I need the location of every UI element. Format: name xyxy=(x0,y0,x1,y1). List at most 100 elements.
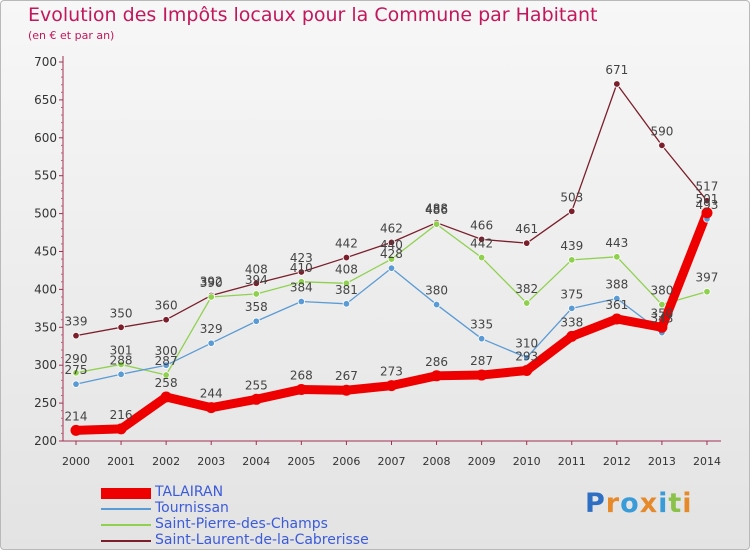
series-point xyxy=(342,253,351,262)
chart-data-labels: 339 350 360 392 408 423 442 462 488 466 461 503 671 5… xyxy=(65,63,719,423)
chart-subtitle: (en € et par an) xyxy=(28,29,115,42)
series-point xyxy=(297,297,306,306)
series-point xyxy=(72,331,80,340)
y-tick-label: 450 xyxy=(34,245,57,259)
data-label: 358 xyxy=(245,300,268,314)
data-label: 380 xyxy=(650,284,673,298)
legend-swatch xyxy=(101,508,151,510)
series-point xyxy=(568,256,576,264)
data-label: 493 xyxy=(696,198,719,212)
data-label: 360 xyxy=(155,299,178,313)
series-point xyxy=(162,361,170,369)
x-tick-label: 2003 xyxy=(197,455,225,468)
data-label: 350 xyxy=(110,306,133,320)
data-label: 397 xyxy=(696,271,719,285)
series-point xyxy=(703,197,711,205)
series-point xyxy=(477,235,486,244)
series-point xyxy=(477,334,486,343)
data-label: 590 xyxy=(650,124,673,138)
data-label: 214 xyxy=(65,409,88,423)
data-label: 310 xyxy=(515,337,538,351)
series-point xyxy=(568,304,576,313)
series-point xyxy=(658,141,666,150)
data-label: 388 xyxy=(605,277,628,291)
legend-label: Tournissan xyxy=(155,500,229,516)
data-label: 255 xyxy=(245,378,268,392)
series-point xyxy=(611,313,623,325)
data-label: 488 xyxy=(425,202,448,216)
series-point xyxy=(160,391,172,403)
y-tick-label: 350 xyxy=(34,320,57,334)
data-label: 267 xyxy=(335,369,358,383)
x-tick-label: 2002 xyxy=(152,455,180,468)
y-tick-label: 650 xyxy=(34,93,57,107)
logo-letter: t xyxy=(668,488,683,519)
data-label: 503 xyxy=(560,190,583,204)
legend-swatch xyxy=(101,540,151,542)
data-label: 428 xyxy=(380,247,403,261)
series-point xyxy=(207,293,215,301)
data-label: 390 xyxy=(200,276,223,290)
data-label: 423 xyxy=(290,251,313,265)
proxiti-logo: Proxiti xyxy=(585,488,693,519)
series-point xyxy=(252,279,260,288)
data-label: 275 xyxy=(65,363,88,377)
data-label: 382 xyxy=(515,282,538,296)
data-label: 343 xyxy=(650,312,673,326)
series-point xyxy=(340,384,352,396)
series-point xyxy=(523,299,531,307)
series-point xyxy=(387,264,396,272)
series-point xyxy=(613,80,621,88)
logo-letter: P xyxy=(585,488,606,519)
data-label: 408 xyxy=(245,262,268,276)
data-label: 394 xyxy=(245,273,268,287)
legend-label: TALAIRAN xyxy=(155,484,224,500)
data-label: 408 xyxy=(335,262,358,276)
x-tick-label: 2014 xyxy=(693,455,721,468)
data-label: 287 xyxy=(470,354,493,368)
data-label: 301 xyxy=(110,343,133,357)
series-point xyxy=(252,317,260,325)
x-tick-label: 2006 xyxy=(332,455,360,468)
series-point xyxy=(250,393,262,405)
y-tick-label: 250 xyxy=(34,396,57,410)
series-point xyxy=(252,290,260,298)
data-label: 384 xyxy=(290,281,313,295)
data-label: 439 xyxy=(560,239,583,253)
data-label: 462 xyxy=(380,221,403,235)
series-point xyxy=(297,268,306,276)
logo-letter: x xyxy=(639,488,659,519)
y-tick-label: 200 xyxy=(34,434,57,448)
series-point xyxy=(297,278,306,286)
legend-swatch xyxy=(101,487,151,499)
series-point xyxy=(117,360,125,369)
series-point xyxy=(162,371,170,379)
x-tick-label: 2004 xyxy=(242,455,270,468)
series-point xyxy=(566,330,578,342)
series-point xyxy=(342,279,351,288)
x-tick-label: 2009 xyxy=(468,455,496,468)
y-tick-label: 700 xyxy=(34,55,57,69)
series-point xyxy=(656,321,668,333)
data-label: 380 xyxy=(425,284,448,298)
x-tick-label: 2008 xyxy=(423,455,451,468)
x-tick-label: 2001 xyxy=(107,455,135,468)
series-point xyxy=(387,238,396,247)
data-label: 361 xyxy=(605,298,628,312)
logo-letter: i xyxy=(658,488,669,519)
data-label: 486 xyxy=(425,203,448,217)
series-point xyxy=(658,300,666,309)
logo-letter: r xyxy=(605,488,621,519)
data-label: 286 xyxy=(425,355,448,369)
data-label: 375 xyxy=(560,287,583,301)
series-point xyxy=(117,323,125,331)
data-label: 300 xyxy=(155,344,178,358)
series-point xyxy=(295,383,307,395)
data-label: 268 xyxy=(290,368,313,382)
data-label: 461 xyxy=(515,222,538,236)
series-point xyxy=(70,424,82,436)
series-point xyxy=(703,287,711,296)
series-point xyxy=(117,370,125,378)
y-tick-label: 550 xyxy=(34,169,57,183)
data-label: 501 xyxy=(696,192,719,206)
